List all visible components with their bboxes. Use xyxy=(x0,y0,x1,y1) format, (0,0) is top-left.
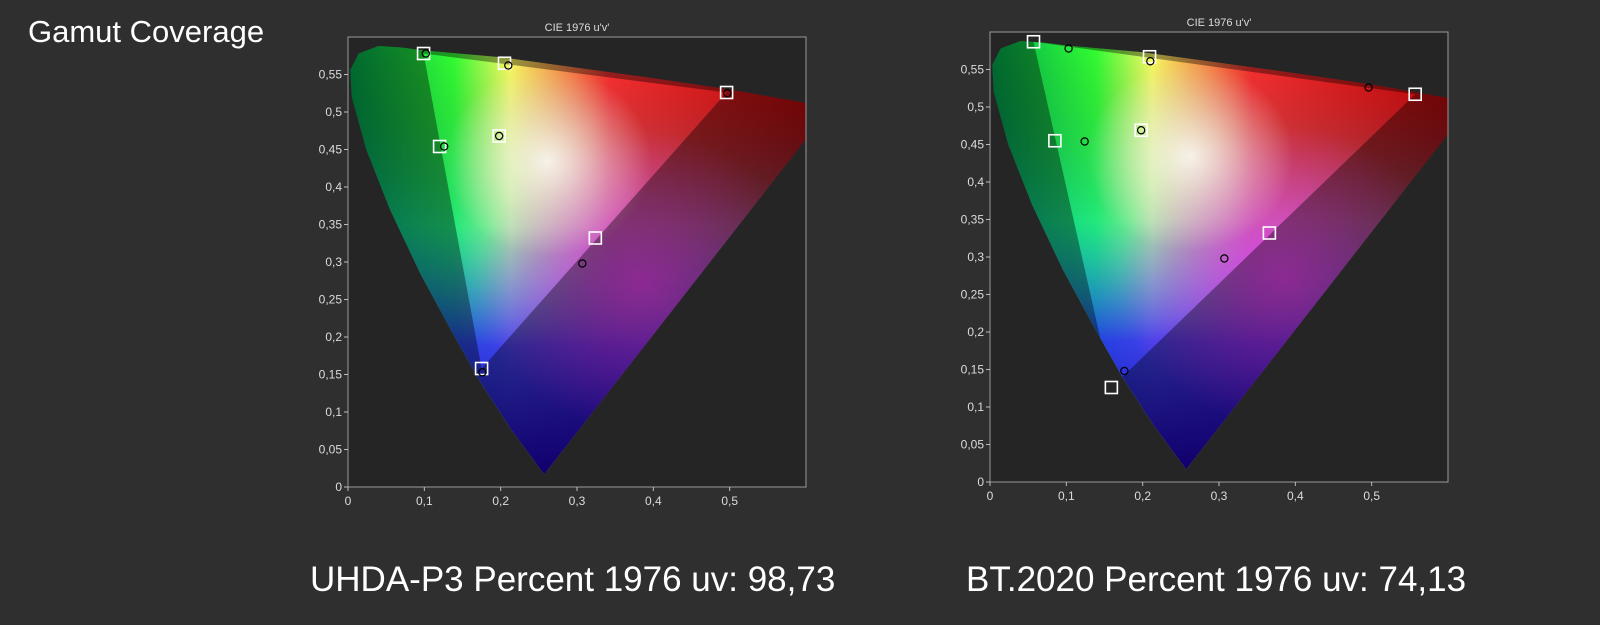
y-tick-label: 0,55 xyxy=(319,68,343,82)
target-point-magenta xyxy=(588,231,603,245)
out-of-gamut-shade xyxy=(348,37,806,487)
measured-point-cyan xyxy=(1080,137,1089,146)
x-tick-label: 0,1 xyxy=(416,494,433,508)
target-point-green xyxy=(1026,34,1041,49)
target-point-yellow xyxy=(1142,49,1157,64)
target-point-red xyxy=(719,85,734,100)
measured-point-yellow xyxy=(504,61,513,70)
spectral-locus xyxy=(350,46,806,475)
y-tick-label: 0 xyxy=(335,480,342,494)
target-point-cyan xyxy=(1048,133,1062,148)
measured-point-red xyxy=(1364,83,1373,92)
x-tick-label: 0,3 xyxy=(569,494,586,508)
y-tick-label: 0,25 xyxy=(319,293,343,307)
measured-point-yellow xyxy=(1146,57,1155,66)
measured-point-red xyxy=(723,89,732,98)
y-tick-label: 0,55 xyxy=(961,63,985,77)
x-tick-label: 0,2 xyxy=(1134,489,1151,503)
target-point-yellow xyxy=(497,56,512,71)
x-tick-label: 0,3 xyxy=(1211,489,1228,503)
y-tick-label: 0,2 xyxy=(325,330,342,344)
y-tick-label: 0,2 xyxy=(967,325,984,339)
x-tick-label: 0,2 xyxy=(492,494,509,508)
y-tick-label: 0,4 xyxy=(325,180,342,194)
measured-point-green xyxy=(421,49,431,58)
x-tick-label: 0,1 xyxy=(1058,489,1075,503)
y-tick-label: 0,4 xyxy=(967,175,984,189)
x-tick-label: 0,5 xyxy=(1363,489,1380,503)
y-tick-label: 0,25 xyxy=(961,288,985,302)
y-tick-label: 0,5 xyxy=(967,100,984,114)
target-point-white xyxy=(1134,123,1148,138)
y-tick-label: 0,05 xyxy=(319,443,343,457)
chart-title: CIE 1976 u'v' xyxy=(1187,17,1252,29)
y-tick-label: 0 xyxy=(977,475,984,489)
page-title: Gamut Coverage xyxy=(28,14,265,49)
x-tick-label: 0 xyxy=(987,489,994,503)
x-tick-label: 0,4 xyxy=(1287,489,1304,503)
target-point-magenta xyxy=(1262,226,1277,240)
y-tick-label: 0,45 xyxy=(961,138,985,152)
y-tick-label: 0,45 xyxy=(319,143,343,157)
y-tick-label: 0,05 xyxy=(961,438,985,452)
y-tick-label: 0,1 xyxy=(325,405,342,419)
chart-title: CIE 1976 u'v' xyxy=(545,22,610,34)
measured-point-white xyxy=(494,131,504,141)
target-point-cyan xyxy=(432,139,447,154)
chart-0: CIE 1976 u'v' 0 0,1 0,2 0,3 0,4 0,5 0 0,05 0,1 0,1… xyxy=(319,22,807,508)
measured-point-white xyxy=(1136,126,1146,135)
measured-point-blue xyxy=(478,368,487,377)
x-tick-label: 0,4 xyxy=(645,494,662,508)
y-tick-label: 0,5 xyxy=(325,105,342,119)
y-tick-label: 0,3 xyxy=(325,255,342,269)
measured-point-cyan xyxy=(439,142,449,151)
y-tick-label: 0,15 xyxy=(961,363,985,377)
measured-point-green xyxy=(1064,44,1073,53)
measured-point-magenta xyxy=(1220,254,1229,263)
x-tick-label: 0,5 xyxy=(721,494,738,508)
measured-point-blue xyxy=(1120,366,1129,376)
spectral-locus xyxy=(992,41,1448,470)
target-point-white xyxy=(492,129,506,143)
target-point-blue xyxy=(474,361,489,376)
target-point-red xyxy=(1408,87,1422,102)
measured-point-magenta xyxy=(578,259,587,268)
x-tick-label: 0 xyxy=(345,494,352,508)
out-of-gamut-shade xyxy=(990,32,1448,482)
bt2020-coverage-caption: BT.2020 Percent 1976 uv: 74,13 xyxy=(966,560,1467,599)
y-tick-label: 0,35 xyxy=(319,218,343,232)
p3-coverage-caption: UHDA-P3 Percent 1976 uv: 98,73 xyxy=(310,560,836,599)
y-tick-label: 0,1 xyxy=(967,400,984,414)
chart-1: CIE 1976 u'v' 0 0,1 0,2 0,3 0,4 0,5 0 0,05 0,1 0,1… xyxy=(961,17,1449,503)
locus-white-shade xyxy=(350,46,806,475)
target-point-blue xyxy=(1104,380,1119,395)
y-tick-label: 0,3 xyxy=(967,250,984,264)
y-tick-label: 0,35 xyxy=(961,213,985,227)
y-tick-label: 0,15 xyxy=(319,368,343,382)
locus-white-shade xyxy=(992,41,1448,470)
